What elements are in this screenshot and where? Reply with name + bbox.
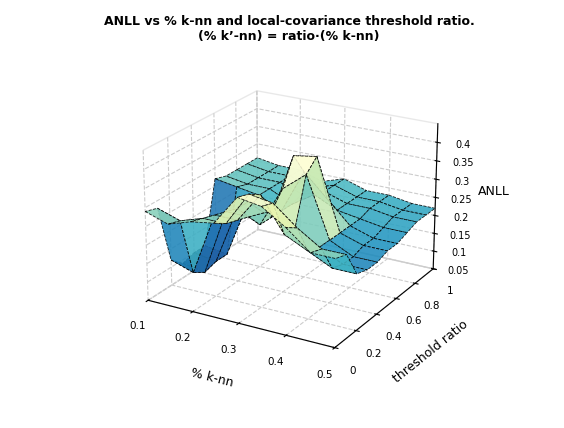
Y-axis label: threshold ratio: threshold ratio bbox=[391, 318, 470, 385]
X-axis label: % k-nn: % k-nn bbox=[189, 366, 235, 390]
Title: ANLL vs % k-nn and local-covariance threshold ratio.
(% k’-nn) = ratio·(% k-nn): ANLL vs % k-nn and local-covariance thre… bbox=[104, 15, 474, 43]
